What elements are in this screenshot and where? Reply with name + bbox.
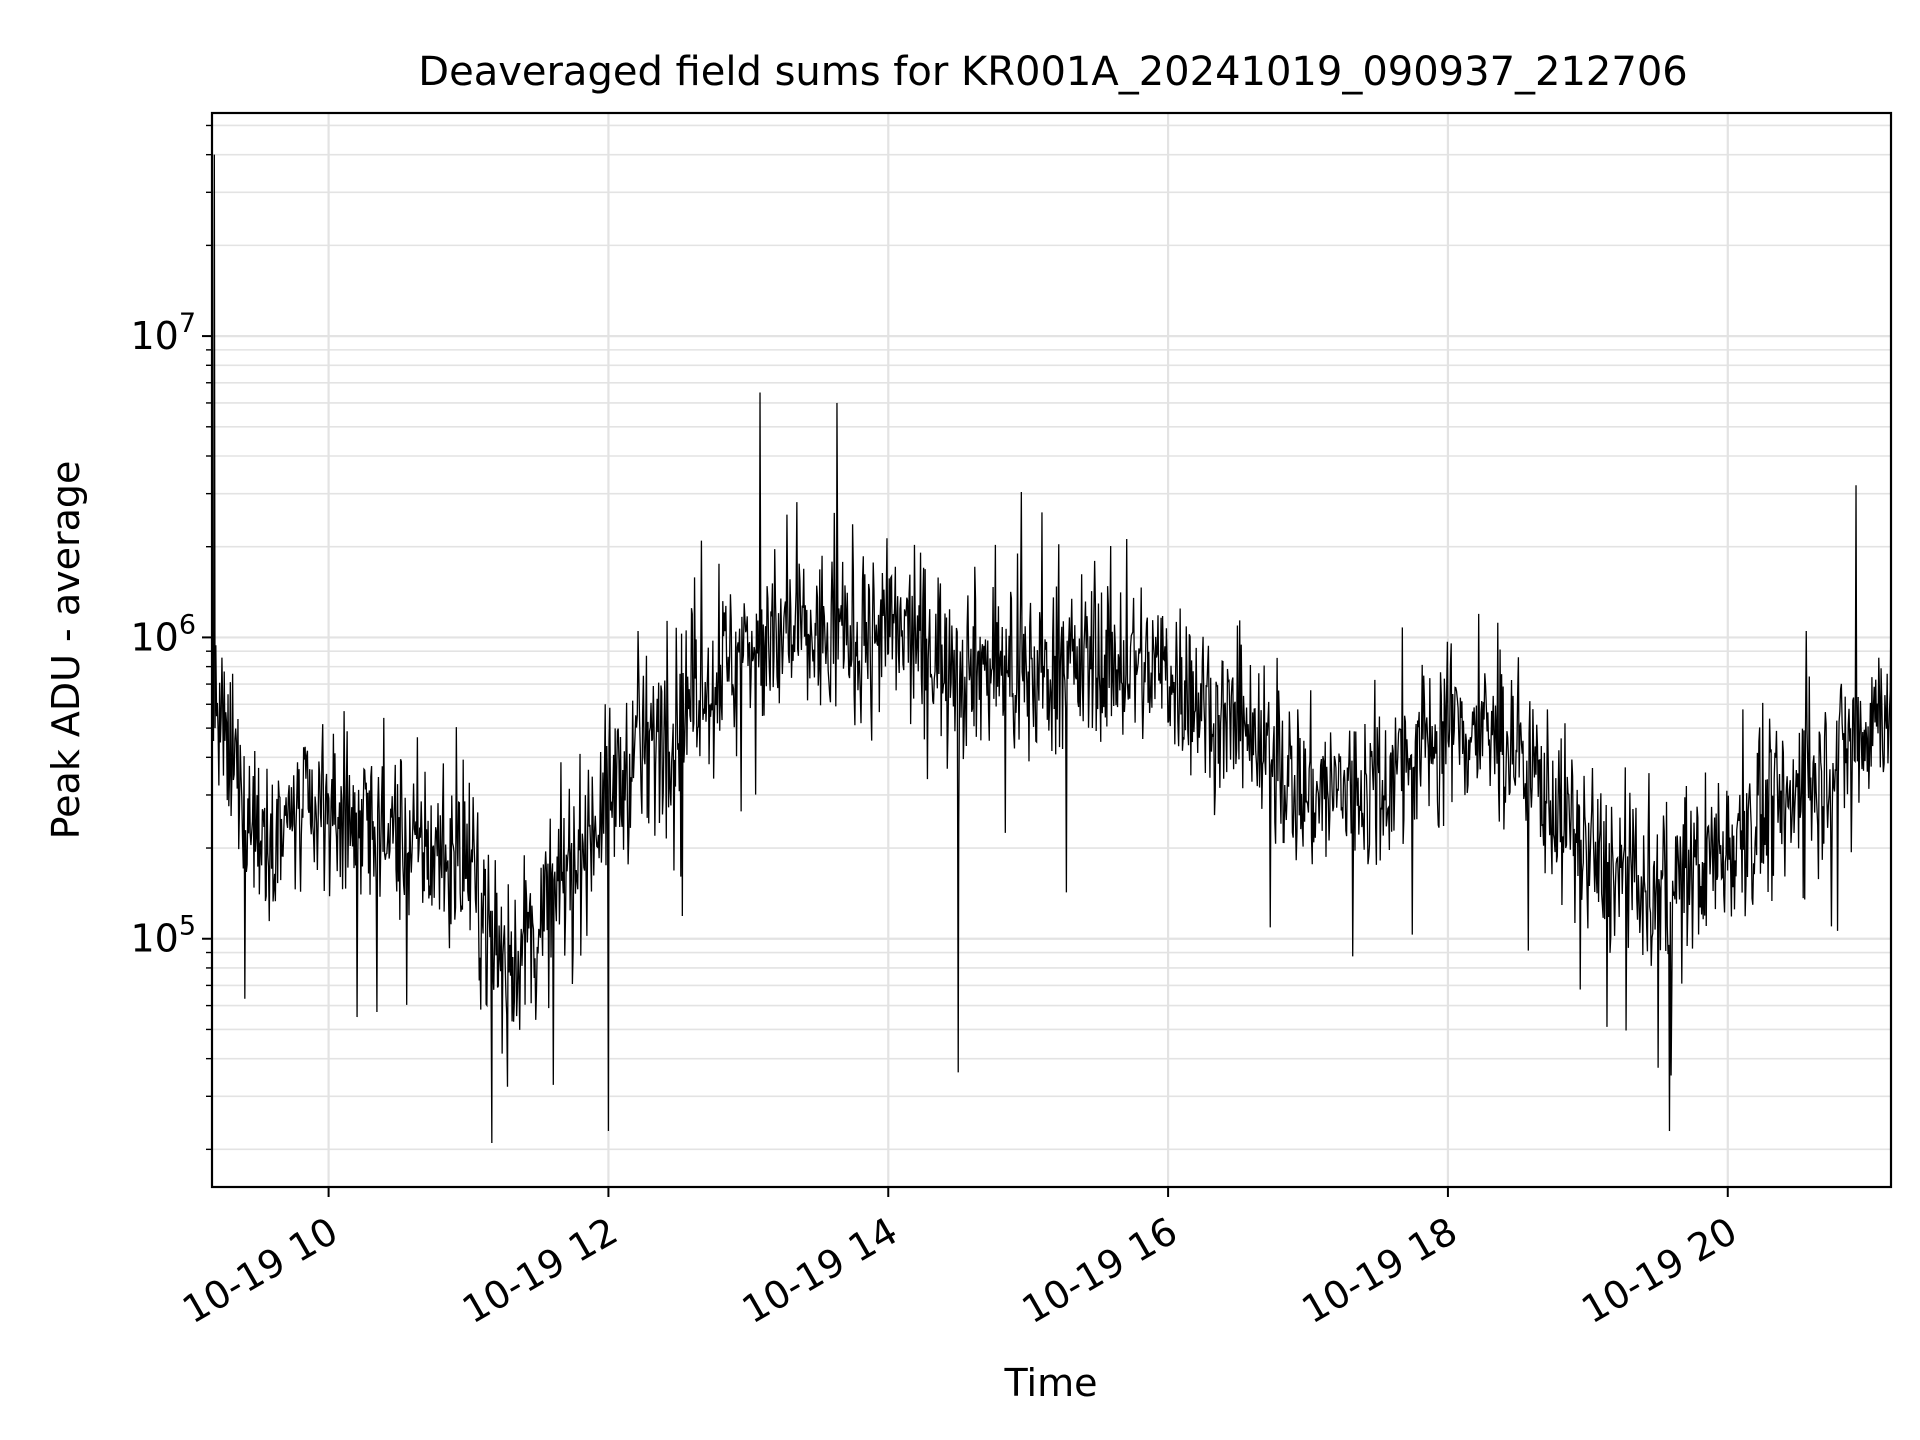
plot-background <box>212 113 1891 1187</box>
chart-title: Deaveraged field sums for KR001A_2024101… <box>418 49 1687 95</box>
series-line <box>211 154 1892 1143</box>
y-tick-exponent: 5 <box>179 911 196 942</box>
y-tick-base: 10 <box>130 917 178 961</box>
y-tick-label: 105 <box>130 911 196 961</box>
plot-frame <box>210 111 1893 1189</box>
series-group <box>211 154 1892 1143</box>
y-tick-label: 107 <box>130 308 196 358</box>
y-tick-exponent: 7 <box>179 308 196 339</box>
plot-area <box>210 111 1893 1189</box>
y-tick-label: 106 <box>130 609 196 659</box>
x-axis-title: Time <box>1004 1361 1098 1405</box>
y-axis-title: Peak ADU - average <box>44 461 88 840</box>
y-tick-exponent: 6 <box>179 609 196 640</box>
y-tick-base: 10 <box>130 314 178 358</box>
y-tick-base: 10 <box>130 615 178 659</box>
